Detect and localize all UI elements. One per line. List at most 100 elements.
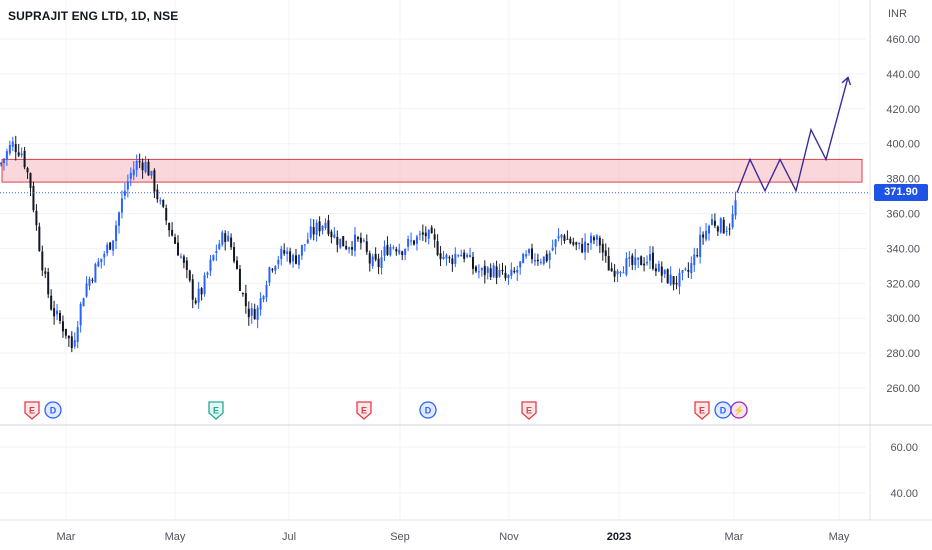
candle-body [613, 270, 616, 277]
candle [477, 264, 480, 279]
candle [218, 239, 221, 250]
candle [244, 284, 247, 314]
candle-body [283, 250, 286, 254]
candle-body [218, 243, 221, 250]
candle-body [410, 240, 413, 242]
candle [480, 267, 483, 277]
candle [11, 136, 14, 152]
candle-body [289, 251, 292, 263]
candle [303, 244, 306, 252]
candle-body [542, 256, 545, 264]
candle-body [109, 242, 112, 250]
candle-body [318, 221, 321, 232]
candle-body [241, 293, 244, 295]
candle [141, 158, 144, 179]
candle-body [625, 258, 628, 275]
candle [306, 232, 309, 244]
candle [250, 303, 253, 324]
candle-body [519, 261, 522, 268]
candle-body [100, 258, 103, 262]
candle [510, 262, 513, 280]
candle-body [528, 249, 531, 253]
candle-body [472, 257, 474, 269]
candle [616, 269, 619, 283]
candle-body [309, 226, 312, 238]
candle-body [581, 243, 584, 253]
event-label: E [213, 406, 219, 416]
candle [516, 265, 519, 281]
candle-body [725, 230, 728, 232]
event-label: E [361, 406, 367, 416]
candle [522, 252, 525, 264]
candle-body [734, 200, 737, 216]
candle [20, 147, 23, 158]
candle [702, 231, 705, 245]
candle [247, 301, 250, 326]
candle [669, 266, 672, 286]
candle-body [377, 258, 380, 267]
candle [719, 217, 722, 234]
candle [259, 292, 262, 316]
candle-body [23, 150, 26, 168]
candle [445, 253, 448, 266]
candle [404, 248, 407, 261]
dividend-event-icon: D [44, 401, 62, 419]
candle [0, 162, 2, 167]
candle [2, 157, 5, 171]
candle-body [474, 266, 477, 272]
candle [604, 243, 607, 263]
candle-body [398, 249, 401, 254]
candle [29, 172, 32, 196]
candle-body [224, 233, 227, 242]
candle-body [640, 256, 643, 266]
candle [472, 251, 474, 275]
candle-body [177, 242, 179, 256]
candle-body [38, 226, 41, 252]
candle-body [436, 241, 439, 255]
y-tick-label: 300.00 [886, 313, 920, 325]
candle [383, 240, 386, 262]
candle [713, 213, 716, 229]
candle [94, 262, 97, 283]
candle [430, 225, 433, 234]
y-axis-ticks: 460.00 440.00 420.00 400.00 380.00 360.00 340.… [886, 34, 920, 395]
dividend-event-icon: D [714, 401, 732, 419]
candle [401, 250, 404, 261]
candle [162, 199, 165, 209]
candle [371, 253, 374, 269]
candle [256, 305, 259, 329]
candle [377, 253, 380, 275]
candle [734, 191, 737, 220]
y-tick-label: 360.00 [886, 209, 920, 221]
candle [70, 331, 73, 353]
candle-body [728, 228, 731, 230]
candle [457, 254, 460, 258]
candle-body [539, 261, 542, 263]
candle [85, 276, 88, 298]
candle [519, 261, 522, 275]
candle [413, 239, 415, 246]
candle [132, 161, 135, 181]
candle [41, 245, 44, 277]
candle-body [722, 219, 725, 234]
candle [79, 301, 82, 333]
candle [330, 229, 333, 244]
candle-body [389, 246, 392, 256]
candle [578, 242, 581, 250]
candle-body [280, 248, 283, 259]
candle-body [448, 257, 451, 259]
candle-body [182, 256, 185, 263]
candle-body [531, 248, 533, 260]
event-shape [419, 401, 437, 419]
resistance-zone [1, 158, 863, 183]
candle-body [209, 259, 212, 272]
candle-body [684, 268, 687, 270]
candle-body [463, 252, 466, 259]
candle [126, 174, 129, 198]
candle [625, 252, 628, 277]
candle-body [654, 268, 657, 272]
candle [280, 245, 283, 266]
candle [507, 274, 510, 285]
event-shape [521, 401, 537, 420]
